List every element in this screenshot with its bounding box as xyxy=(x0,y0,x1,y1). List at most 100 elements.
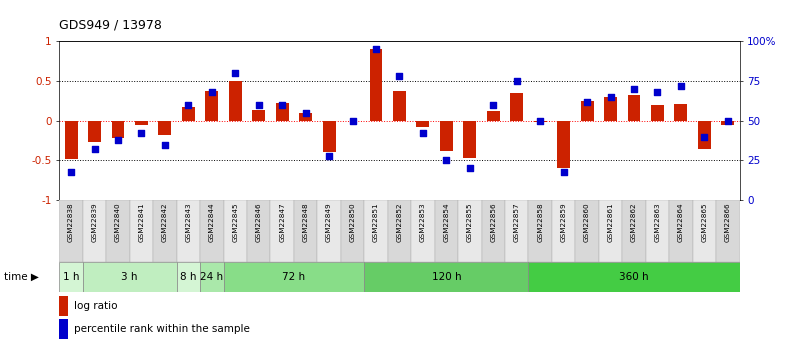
Point xyxy=(698,134,711,139)
Text: 24 h: 24 h xyxy=(200,272,223,282)
Point xyxy=(252,102,265,108)
Bar xyxy=(721,121,734,125)
Bar xyxy=(434,200,458,262)
Point xyxy=(299,110,312,116)
Text: 1 h: 1 h xyxy=(62,272,79,282)
Bar xyxy=(604,97,617,121)
Text: GSM22860: GSM22860 xyxy=(584,202,590,242)
Bar xyxy=(88,121,101,142)
Point xyxy=(346,118,359,124)
Text: GSM22856: GSM22856 xyxy=(490,202,496,242)
Bar xyxy=(675,104,687,121)
Text: GSM22854: GSM22854 xyxy=(444,202,449,242)
Bar xyxy=(365,200,388,262)
Bar xyxy=(417,121,430,127)
Bar xyxy=(59,319,68,339)
Bar xyxy=(158,121,172,135)
Point xyxy=(88,147,100,152)
Text: 3 h: 3 h xyxy=(122,272,138,282)
Bar xyxy=(486,111,500,121)
Text: time ▶: time ▶ xyxy=(4,272,39,282)
Text: 360 h: 360 h xyxy=(619,272,649,282)
Text: GSM22861: GSM22861 xyxy=(607,202,614,242)
Bar xyxy=(528,262,740,292)
Bar xyxy=(365,262,528,292)
Point xyxy=(369,47,382,52)
Text: GSM22866: GSM22866 xyxy=(725,202,731,242)
Bar xyxy=(323,121,335,152)
Point xyxy=(229,70,241,76)
Bar xyxy=(83,262,176,292)
Text: GSM22857: GSM22857 xyxy=(513,202,520,242)
Bar xyxy=(317,200,341,262)
Text: 72 h: 72 h xyxy=(282,272,305,282)
Bar xyxy=(369,49,383,121)
Bar xyxy=(153,200,176,262)
Text: GSM22853: GSM22853 xyxy=(420,202,426,242)
Bar xyxy=(388,200,411,262)
Text: GSM22841: GSM22841 xyxy=(138,202,145,242)
Point xyxy=(675,83,687,89)
Text: 120 h: 120 h xyxy=(432,272,461,282)
Point xyxy=(158,142,171,147)
Bar xyxy=(627,95,641,121)
Bar xyxy=(271,200,294,262)
Point xyxy=(135,131,148,136)
Point xyxy=(323,153,335,158)
Point xyxy=(651,89,664,95)
Point xyxy=(182,102,195,108)
Bar xyxy=(623,200,645,262)
Text: GSM22843: GSM22843 xyxy=(185,202,191,242)
Bar xyxy=(176,200,200,262)
Bar xyxy=(505,200,528,262)
Text: GSM22863: GSM22863 xyxy=(654,202,660,242)
Text: GSM22852: GSM22852 xyxy=(396,202,403,242)
Text: 8 h: 8 h xyxy=(180,272,197,282)
Point xyxy=(581,99,593,105)
Text: GSM22838: GSM22838 xyxy=(68,202,74,242)
Bar xyxy=(528,200,552,262)
Point xyxy=(112,137,124,142)
Bar xyxy=(224,262,365,292)
Text: GSM22859: GSM22859 xyxy=(561,202,566,242)
Bar xyxy=(65,121,78,159)
Bar xyxy=(716,200,740,262)
Bar xyxy=(645,200,669,262)
Point xyxy=(534,118,547,124)
Bar xyxy=(135,121,148,125)
Bar xyxy=(182,107,195,121)
Text: GSM22846: GSM22846 xyxy=(255,202,262,242)
Bar xyxy=(458,200,482,262)
Bar xyxy=(440,121,452,151)
Bar xyxy=(247,200,271,262)
Text: GSM22864: GSM22864 xyxy=(678,202,684,242)
Bar xyxy=(294,200,317,262)
Bar xyxy=(341,200,365,262)
Text: log ratio: log ratio xyxy=(74,300,117,310)
Bar xyxy=(176,262,200,292)
Bar xyxy=(693,200,716,262)
Bar xyxy=(510,93,523,121)
Point xyxy=(487,102,500,108)
Text: GSM22862: GSM22862 xyxy=(631,202,637,242)
Bar xyxy=(224,200,247,262)
Point xyxy=(510,78,523,84)
Bar xyxy=(276,103,289,121)
Bar xyxy=(299,113,312,121)
Text: GSM22850: GSM22850 xyxy=(350,202,355,242)
Text: GSM22849: GSM22849 xyxy=(326,202,332,242)
Point xyxy=(604,94,617,100)
Bar xyxy=(206,91,218,121)
Point xyxy=(276,102,289,108)
Text: GSM22865: GSM22865 xyxy=(702,202,707,242)
Point xyxy=(206,89,218,95)
Bar xyxy=(599,200,623,262)
Bar xyxy=(130,200,153,262)
Bar xyxy=(59,296,68,316)
Point xyxy=(628,86,641,92)
Text: GSM22847: GSM22847 xyxy=(279,202,286,242)
Point xyxy=(440,158,452,163)
Bar xyxy=(464,121,476,158)
Point xyxy=(464,166,476,171)
Bar xyxy=(106,200,130,262)
